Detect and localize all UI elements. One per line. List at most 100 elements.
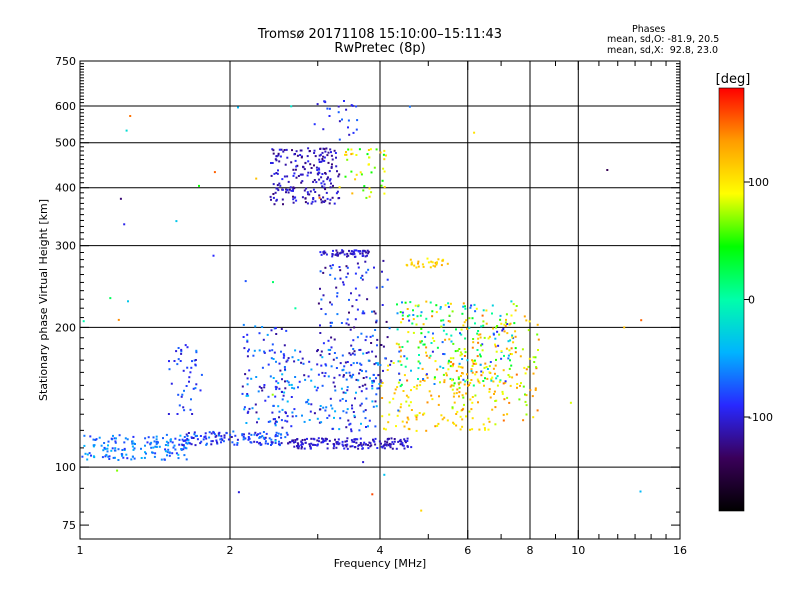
data-point [271, 148, 274, 151]
data-point [328, 107, 331, 110]
data-point [479, 336, 482, 339]
data-point [514, 347, 517, 350]
data-point [442, 353, 445, 355]
data-point [335, 165, 338, 168]
data-point [171, 452, 174, 455]
data-point [275, 388, 278, 391]
data-point [433, 383, 436, 385]
data-point [335, 367, 338, 369]
data-point [606, 169, 609, 171]
data-point [278, 440, 280, 443]
data-point [114, 447, 117, 450]
data-point [496, 325, 499, 327]
data-point [418, 412, 421, 414]
data-point [372, 405, 375, 408]
data-point [273, 351, 276, 354]
data-point [339, 399, 342, 402]
data-point [279, 369, 282, 372]
data-point [450, 340, 453, 343]
data-point [176, 363, 179, 366]
data-point [353, 249, 356, 252]
data-point [335, 356, 338, 359]
data-point [189, 371, 192, 374]
data-point [320, 253, 323, 256]
data-point [336, 295, 339, 298]
data-point [508, 367, 511, 370]
data-point [256, 421, 258, 424]
data-point [278, 387, 281, 390]
data-point [472, 360, 475, 363]
data-point [419, 384, 422, 387]
data-point [352, 362, 355, 365]
data-point [338, 138, 341, 141]
data-point [196, 434, 198, 437]
data-point [83, 434, 86, 437]
data-point [443, 353, 446, 356]
data-point [469, 398, 472, 401]
data-point [179, 360, 182, 362]
data-point [211, 440, 214, 443]
data-point [205, 443, 208, 446]
data-point [354, 272, 357, 275]
data-point [250, 433, 253, 436]
data-point [271, 411, 274, 414]
data-point [190, 366, 193, 369]
data-point [416, 414, 419, 417]
data-point [353, 353, 356, 356]
data-point [286, 420, 289, 423]
data-point [329, 178, 332, 181]
data-point [339, 417, 342, 420]
data-point [274, 422, 277, 425]
data-point [426, 401, 429, 404]
data-point [434, 425, 437, 428]
data-point [258, 349, 261, 352]
data-point [122, 456, 125, 459]
data-point [458, 383, 460, 386]
data-point [310, 167, 313, 169]
data-point [330, 151, 332, 154]
data-point [277, 154, 280, 157]
data-point [304, 162, 307, 165]
data-point [181, 438, 184, 441]
data-point [362, 377, 365, 379]
data-point [433, 377, 436, 380]
data-point [281, 188, 284, 191]
data-point [467, 384, 470, 387]
data-point [291, 356, 294, 359]
data-point [243, 433, 245, 436]
data-point [314, 444, 317, 446]
data-point [123, 441, 126, 444]
data-point [411, 322, 414, 325]
data-point [346, 386, 349, 389]
data-point [320, 198, 322, 201]
data-point [152, 446, 155, 449]
data-point [470, 379, 473, 381]
data-point [431, 261, 434, 264]
data-point [83, 444, 86, 447]
y-tick-label: 600 [55, 100, 76, 113]
data-point [274, 385, 277, 388]
data-point [320, 364, 323, 367]
data-point [453, 422, 456, 425]
y-tick-label: 400 [55, 182, 76, 195]
data-point [146, 441, 149, 444]
data-point [114, 456, 116, 459]
y-tick-label: 200 [55, 321, 76, 334]
data-point [459, 332, 461, 335]
data-point [306, 202, 309, 205]
data-point [451, 310, 454, 313]
data-point [287, 191, 290, 194]
data-point [415, 429, 418, 432]
data-point [181, 444, 184, 447]
data-point [353, 326, 356, 329]
data-point [458, 395, 460, 398]
data-point [468, 326, 471, 329]
data-point [282, 203, 284, 206]
data-point [463, 321, 466, 324]
data-point [448, 359, 451, 362]
data-point [281, 178, 284, 181]
data-point [401, 442, 404, 445]
data-point [406, 315, 409, 318]
data-point [286, 433, 289, 436]
